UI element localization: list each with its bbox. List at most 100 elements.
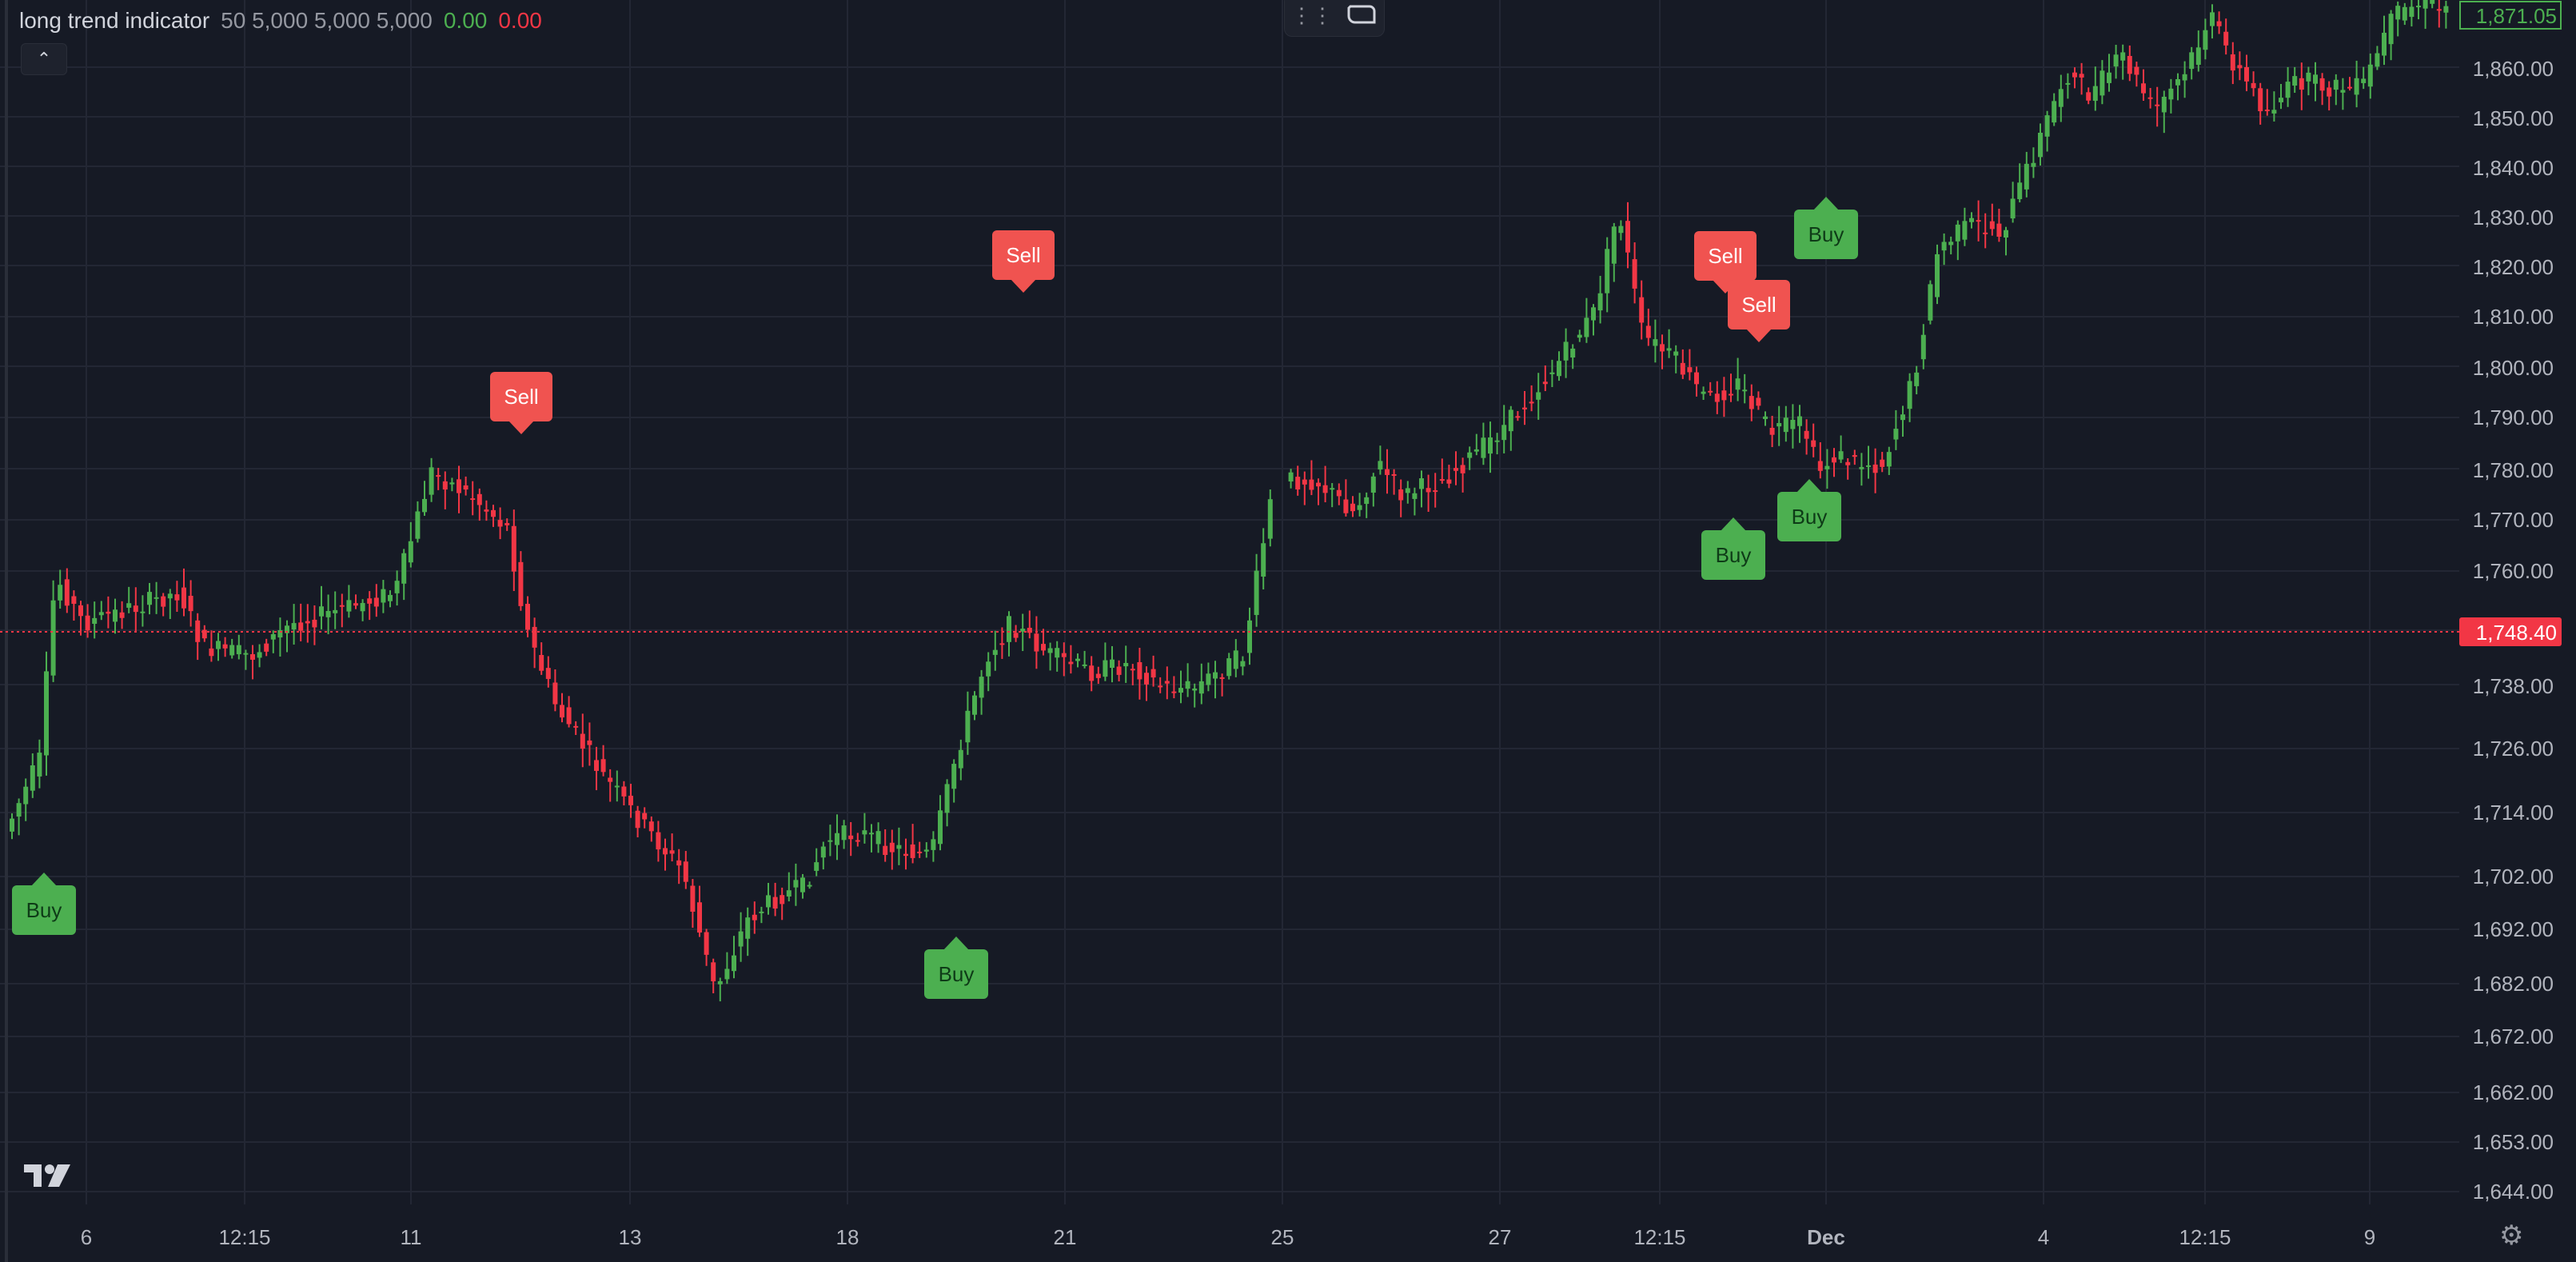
- candle: [793, 863, 799, 906]
- candle: [1557, 351, 1561, 381]
- candle: [339, 593, 345, 628]
- candle: [2375, 46, 2380, 70]
- candle: [552, 669, 558, 712]
- candle: [1240, 656, 1246, 676]
- candle: [1350, 496, 1355, 517]
- candle: [1811, 423, 1816, 457]
- candle: [1412, 487, 1418, 516]
- price-tick-label: 1,692.00: [2473, 917, 2554, 941]
- indicator-name[interactable]: long trend indicator: [19, 8, 210, 33]
- indicator-legend[interactable]: long trend indicator 50 5,000 5,000 5,00…: [19, 5, 542, 37]
- sell-signal-label[interactable]: Sell: [992, 230, 1055, 293]
- candle: [1948, 236, 1954, 255]
- candle: [140, 595, 146, 627]
- candle: [1364, 492, 1370, 518]
- candle: [2279, 84, 2283, 110]
- candle: [1198, 663, 1204, 705]
- candle: [669, 833, 675, 862]
- candle: [181, 568, 186, 617]
- time-axis: 6 12:15 11 13 18 21 25 27 12:15 Dec 4 12:15 9: [81, 1225, 2375, 1249]
- candle: [401, 549, 407, 601]
- candle: [862, 813, 867, 844]
- candle: [1542, 365, 1548, 392]
- candle: [1047, 642, 1053, 671]
- collapse-legend-button[interactable]: ⌃: [21, 43, 67, 75]
- candle: [353, 594, 358, 609]
- candle: [2086, 87, 2092, 105]
- candle: [2052, 93, 2057, 126]
- candle: [491, 505, 496, 527]
- candle: [944, 779, 950, 827]
- buy-signal-label[interactable]: Buy: [924, 937, 988, 999]
- candle: [346, 585, 352, 618]
- candle: [2195, 30, 2201, 72]
- sell-signal-label[interactable]: Sell: [1728, 280, 1790, 342]
- candle: [1213, 661, 1218, 699]
- gear-icon[interactable]: ⚙: [2499, 1220, 2524, 1251]
- current-price-text: 1,748.40: [2476, 621, 2557, 645]
- candle: [44, 651, 49, 776]
- candle: [209, 630, 214, 662]
- candle: [2017, 163, 2023, 203]
- buy-signal-label[interactable]: Buy: [1794, 197, 1858, 259]
- candle: [2210, 4, 2215, 39]
- candle: [1116, 660, 1122, 681]
- candle: [1989, 203, 1995, 236]
- candle: [648, 816, 654, 842]
- candle: [2182, 61, 2187, 98]
- candle: [1735, 357, 1741, 401]
- candle: [85, 604, 90, 638]
- candle: [511, 509, 516, 592]
- candle: [1859, 453, 1864, 486]
- candle: [1838, 435, 1844, 463]
- candle: [1866, 445, 1871, 479]
- candle: [2327, 81, 2332, 111]
- candle: [1055, 641, 1060, 672]
- candle: [2147, 88, 2153, 109]
- candle: [566, 696, 572, 728]
- price-tick-label: 1,840.00: [2473, 156, 2554, 180]
- candle: [2382, 15, 2387, 66]
- price-axis: 1,860.00 1,850.00 1,840.00 1,830.00 1,820.00…: [2459, 1, 2562, 1204]
- candle: [2402, 2, 2407, 26]
- candle: [2044, 110, 2050, 152]
- candle: [1687, 349, 1693, 381]
- candle: [1660, 334, 1665, 369]
- comment-bubble-icon[interactable]: [1346, 3, 1378, 27]
- candle: [2367, 53, 2373, 99]
- candle: [2319, 73, 2325, 106]
- candle: [2313, 62, 2318, 102]
- candle: [1955, 220, 1960, 261]
- candle: [1488, 421, 1493, 473]
- candle: [92, 601, 98, 639]
- tradingview-logo-icon[interactable]: [24, 1163, 74, 1190]
- sell-signal-label[interactable]: Sell: [490, 372, 552, 434]
- candle: [1549, 359, 1555, 387]
- buy-signal-label[interactable]: Buy: [1701, 517, 1765, 580]
- candle: [1302, 471, 1307, 505]
- candle: [1061, 642, 1067, 677]
- candle: [71, 590, 77, 621]
- candle: [1522, 390, 1527, 425]
- candle: [2409, 0, 2415, 27]
- candle: [37, 739, 42, 789]
- drag-handle-icon[interactable]: ⋮⋮: [1291, 2, 1333, 27]
- candle: [277, 617, 283, 657]
- candle: [621, 781, 627, 806]
- candle: [1680, 349, 1685, 379]
- buy-signal-label[interactable]: Buy: [1777, 479, 1841, 541]
- candle: [78, 601, 83, 636]
- candle: [264, 638, 269, 657]
- buy-signal-label[interactable]: Buy: [12, 873, 76, 935]
- floating-toolbar[interactable]: ⋮⋮: [1284, 0, 1385, 37]
- candle: [1192, 683, 1198, 708]
- time-tick-label: 12:15: [2179, 1225, 2231, 1249]
- candle: [1996, 208, 2002, 242]
- candle: [1433, 473, 1438, 508]
- candle: [1597, 275, 1603, 324]
- signal-labels: Buy Sell Buy Sell Sell Sell Buy Buy Buy: [12, 197, 1858, 999]
- time-tick-label: Dec: [1807, 1225, 1845, 1249]
- indicator-value-1: 0.00: [443, 8, 488, 33]
